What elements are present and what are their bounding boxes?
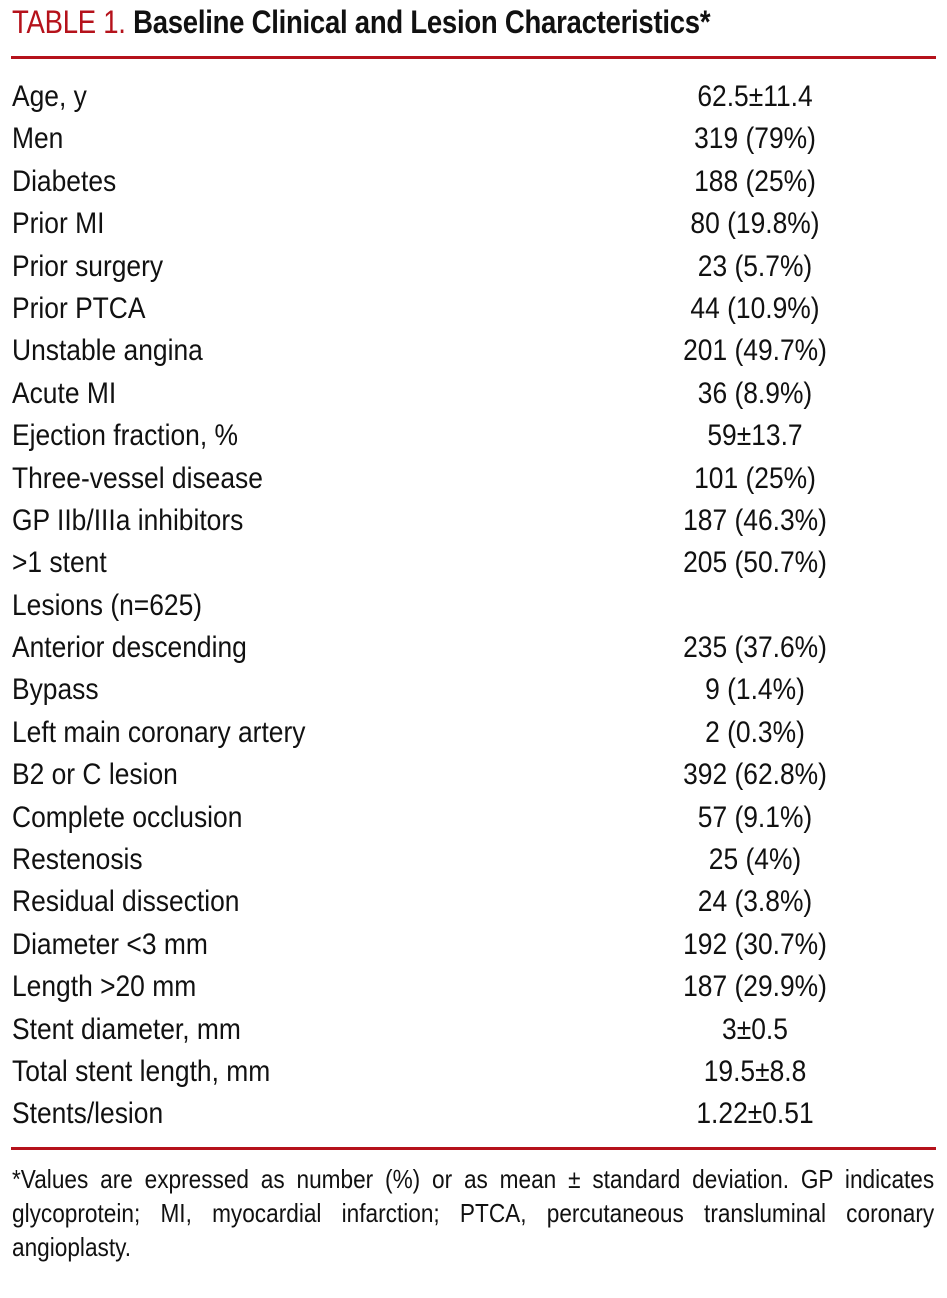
row-value: 19.5±8.8 bbox=[703, 1054, 807, 1088]
table-row: Ejection fraction, % 59±13.7 bbox=[0, 415, 947, 457]
table-row: Age, y 62.5±11.4 bbox=[0, 76, 947, 118]
table-row: Complete occlusion 57 (9.1%) bbox=[0, 797, 947, 839]
table-row: Prior surgery 23 (5.7%) bbox=[0, 246, 947, 288]
row-label: Lesions (n=625) bbox=[12, 588, 203, 622]
row-value: 201 (49.7%) bbox=[683, 334, 827, 368]
row-label: >1 stent bbox=[12, 546, 107, 580]
row-label: Acute MI bbox=[12, 376, 117, 410]
row-value: 3±0.5 bbox=[722, 1012, 788, 1046]
row-label: Left main coronary artery bbox=[12, 715, 306, 749]
bottom-rule bbox=[11, 1147, 936, 1150]
row-label: Prior surgery bbox=[12, 249, 164, 283]
table-row: Diabetes 188 (25%) bbox=[0, 161, 947, 203]
row-value: 44 (10.9%) bbox=[690, 291, 820, 325]
row-value: 392 (62.8%) bbox=[683, 758, 827, 792]
table-footnote: *Values are expressed as number (%) or a… bbox=[12, 1164, 935, 1262]
table-row: Anterior descending 235 (37.6%) bbox=[0, 627, 947, 669]
row-value: 188 (25%) bbox=[694, 164, 816, 198]
table-row: Restenosis 25 (4%) bbox=[0, 839, 947, 881]
row-label: Unstable angina bbox=[12, 334, 203, 368]
row-label: Age, y bbox=[12, 80, 87, 113]
row-value: 36 (8.9%) bbox=[697, 376, 813, 410]
table-row: Stents/lesion 1.22±0.51 bbox=[0, 1093, 947, 1135]
row-value: 187 (29.9%) bbox=[683, 970, 827, 1004]
table-body: Age, y 62.5±11.4 Men 319 (79%) Diabetes 188 (… bbox=[0, 76, 947, 1136]
row-label: Stent diameter, mm bbox=[12, 1012, 241, 1046]
row-label: Diabetes bbox=[12, 164, 117, 198]
table-row: Diameter <3 mm 192 (30.7%) bbox=[0, 924, 947, 966]
table-row: Lesions (n=625) bbox=[0, 585, 947, 627]
row-label: B2 or C lesion bbox=[12, 758, 178, 792]
row-value: 57 (9.1%) bbox=[697, 800, 813, 834]
row-value: 101 (25%) bbox=[694, 461, 816, 495]
row-value: 235 (37.6%) bbox=[683, 631, 827, 665]
table-row: Left main coronary artery 2 (0.3%) bbox=[0, 712, 947, 754]
row-value: 205 (50.7%) bbox=[683, 546, 827, 580]
table-row: Length >20 mm 187 (29.9%) bbox=[0, 966, 947, 1008]
table-row: Prior PTCA 44 (10.9%) bbox=[0, 288, 947, 330]
top-rule bbox=[11, 56, 936, 59]
row-label: Bypass bbox=[12, 673, 99, 707]
row-value: 62.5±11.4 bbox=[697, 80, 813, 113]
table-title: TABLE 1. Baseline Clinical and Lesion Ch… bbox=[12, 4, 711, 41]
table-row: Unstable angina 201 (49.7%) bbox=[0, 330, 947, 372]
row-value: 2 (0.3%) bbox=[705, 715, 805, 749]
row-label: Diameter <3 mm bbox=[12, 927, 208, 961]
table-row: Total stent length, mm 19.5±8.8 bbox=[0, 1051, 947, 1093]
row-value: 25 (4%) bbox=[708, 843, 802, 877]
row-label: Complete occlusion bbox=[12, 800, 243, 834]
row-label: Restenosis bbox=[12, 843, 143, 877]
row-label: Ejection fraction, % bbox=[12, 419, 238, 453]
table-caption: Baseline Clinical and Lesion Characteris… bbox=[133, 4, 711, 40]
row-label: Men bbox=[12, 122, 64, 156]
table-row: Bypass 9 (1.4%) bbox=[0, 669, 947, 711]
row-value: 319 (79%) bbox=[694, 122, 816, 156]
table-row: Stent diameter, mm 3±0.5 bbox=[0, 1009, 947, 1051]
table-row: >1 stent 205 (50.7%) bbox=[0, 542, 947, 584]
table-row: Men 319 (79%) bbox=[0, 118, 947, 160]
row-value: 80 (19.8%) bbox=[690, 207, 820, 241]
row-label: Three-vessel disease bbox=[12, 461, 263, 495]
row-label: Total stent length, mm bbox=[12, 1054, 271, 1088]
table-row: Prior MI 80 (19.8%) bbox=[0, 203, 947, 245]
row-label: Length >20 mm bbox=[12, 970, 197, 1004]
table-row: Acute MI 36 (8.9%) bbox=[0, 373, 947, 415]
table-row: B2 or C lesion 392 (62.8%) bbox=[0, 754, 947, 796]
row-label: Prior PTCA bbox=[12, 291, 146, 325]
row-value: 9 (1.4%) bbox=[705, 673, 805, 707]
table-label: TABLE 1. bbox=[12, 4, 126, 40]
row-value: 59±13.7 bbox=[707, 419, 803, 453]
row-label: Residual dissection bbox=[12, 885, 240, 919]
row-value: 24 (3.8%) bbox=[697, 885, 813, 919]
row-value: 23 (5.7%) bbox=[697, 249, 813, 283]
row-value: 192 (30.7%) bbox=[683, 927, 827, 961]
table-row: GP IIb/IIIa inhibitors 187 (46.3%) bbox=[0, 500, 947, 542]
table-row: Three-vessel disease 101 (25%) bbox=[0, 458, 947, 500]
row-label: Prior MI bbox=[12, 207, 105, 241]
row-label: Stents/lesion bbox=[12, 1097, 164, 1131]
row-value: 1.22±0.51 bbox=[696, 1097, 814, 1131]
row-label: Anterior descending bbox=[12, 631, 247, 665]
row-value: 187 (46.3%) bbox=[683, 503, 827, 537]
table-row: Residual dissection 24 (3.8%) bbox=[0, 881, 947, 923]
row-label: GP IIb/IIIa inhibitors bbox=[12, 503, 244, 537]
